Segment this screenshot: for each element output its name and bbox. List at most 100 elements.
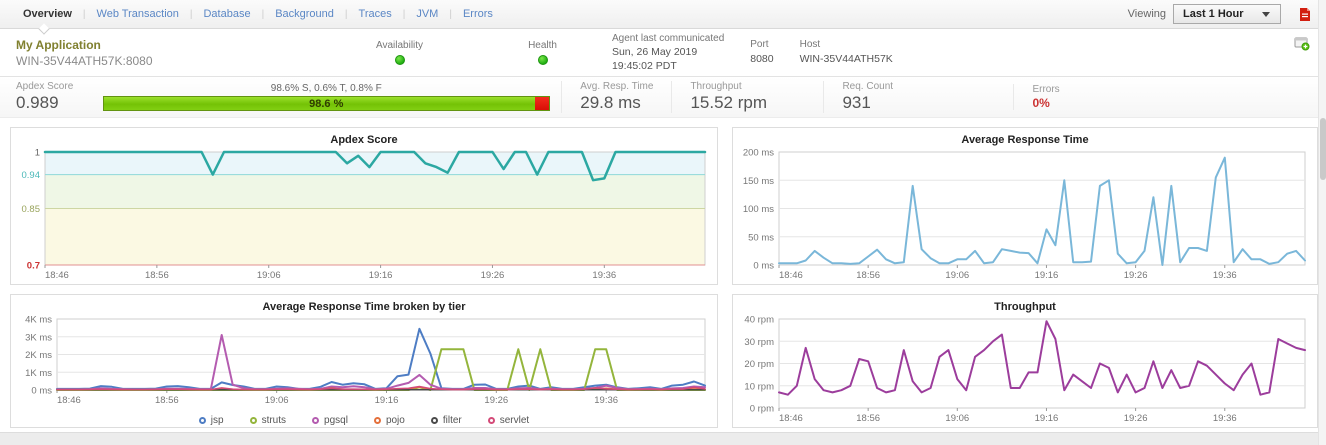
avg-response-time-chart-panel: Average Response Time 0 ms 50 ms 100 ms 150… (732, 127, 1318, 285)
legend-label: servlet (499, 414, 530, 426)
svg-text:19:06: 19:06 (257, 270, 281, 281)
req-count-value: 931 (842, 93, 871, 112)
tab-background[interactable]: Background (275, 8, 334, 20)
app-name: My Application (16, 37, 101, 52)
svg-text:19:16: 19:16 (375, 395, 399, 406)
svg-text:19:06: 19:06 (945, 413, 969, 424)
health-label: Health (528, 40, 557, 51)
svg-text:18:46: 18:46 (57, 395, 81, 406)
chart-title: Average Response Time (961, 134, 1089, 146)
svg-text:19:16: 19:16 (369, 270, 393, 281)
apdex-score-chart: 1 0.94 0.85 0.7 18:46 18:56 19:06 19:16 19:26 19:… (22, 148, 707, 281)
svg-text:18:56: 18:56 (856, 270, 880, 281)
availability-field: Availability (376, 40, 423, 65)
svg-text:1K ms: 1K ms (25, 368, 52, 379)
tab-errors[interactable]: Errors (462, 8, 493, 20)
errors-value: 0% (1032, 96, 1050, 110)
add-monitor-icon[interactable] (1294, 37, 1310, 51)
legend-ring-icon (430, 416, 438, 424)
svg-text:30 rpm: 30 rpm (744, 337, 774, 348)
tab-web-transaction[interactable]: Web Transaction (96, 8, 179, 20)
pdf-export-icon[interactable] (1298, 7, 1312, 22)
viewing-label: Viewing (1127, 8, 1166, 20)
svg-text:19:06: 19:06 (945, 270, 969, 281)
legend-item-struts[interactable]: struts (249, 414, 287, 426)
svg-text:0.94: 0.94 (22, 170, 41, 181)
throughput-chart: 0 rpm 10 rpm 20 rpm 30 rpm 40 rpm 18:46 18:56 1… (744, 315, 1306, 424)
svg-text:100 ms: 100 ms (743, 204, 774, 215)
tab-database[interactable]: Database (203, 8, 251, 20)
req-count-label: Req. Count (842, 81, 894, 92)
port-label: Port (750, 39, 769, 51)
errors-label: Errors (1032, 84, 1060, 95)
apdex-bar-fail-segment (535, 97, 549, 110)
legend-item-filter[interactable]: filter (430, 415, 462, 426)
legend-ring-icon (198, 416, 206, 424)
svg-text:19:26: 19:26 (481, 270, 505, 281)
agent-label: Agent last communicated (611, 32, 725, 44)
agent-communicated-block: Agent last communicated Sun, 26 May 2019… (612, 32, 724, 74)
app-instance: WIN-35V44ATH57K:8080 (16, 53, 153, 68)
apdex-score-label: Apdex Score (16, 81, 74, 92)
svg-text:19:36: 19:36 (1213, 413, 1237, 424)
legend-item-pojo[interactable]: pojo (373, 414, 405, 426)
chart-title: Apdex Score (330, 134, 398, 146)
vertical-scrollbar (1318, 0, 1326, 445)
apdex-score-metric: Apdex Score 0.989 (16, 81, 91, 113)
svg-text:0 rpm: 0 rpm (750, 404, 774, 415)
time-range-select[interactable]: Last 1 Hour (1173, 4, 1281, 24)
tab-traces[interactable]: Traces (358, 8, 392, 20)
scrollbar-thumb[interactable] (1320, 118, 1326, 180)
response-time-by-tier-chart: 0 ms 1K ms 2K ms 3K ms 4K ms 18:46 18:56 19:06 1… (25, 315, 706, 406)
svg-text:18:46: 18:46 (779, 270, 803, 281)
legend-label: jsp (210, 414, 224, 426)
svg-text:18:46: 18:46 (779, 413, 803, 424)
legend-item-pgsql[interactable]: pgsql (312, 415, 348, 426)
host-value: WIN-35V44ATH57K (799, 53, 893, 66)
svg-text:20 rpm: 20 rpm (744, 359, 774, 370)
svg-text:19:26: 19:26 (484, 395, 508, 406)
availability-status-dot (394, 55, 405, 65)
svg-text:18:46: 18:46 (45, 270, 69, 281)
svg-text:150 ms: 150 ms (743, 176, 774, 187)
req-count-metric: Req. Count 931 (823, 81, 1013, 113)
availability-label: Availability (376, 40, 424, 51)
tier-chart-legend: jsp struts pgsql pojo filter servlet (11, 411, 717, 429)
tab-separator: | (261, 8, 265, 20)
app-info-row: My Application WIN-35V44ATH57K:8080 Avai… (0, 29, 1326, 77)
svg-text:40 rpm: 40 rpm (744, 315, 774, 326)
svg-text:19:16: 19:16 (1035, 270, 1059, 281)
health-status-dot (537, 55, 548, 65)
legend-label: struts (261, 414, 287, 426)
legend-item-servlet[interactable]: servlet (487, 414, 530, 426)
throughput-metric: Throughput 15.52 rpm (671, 81, 823, 113)
time-range-value: Last 1 Hour (1183, 8, 1244, 20)
agent-date: Sun, 26 May 2019 (611, 46, 698, 59)
tab-separator: | (344, 8, 348, 20)
avg-resp-time-label: Avg. Resp. Time (580, 81, 654, 92)
svg-text:19:26: 19:26 (1124, 270, 1148, 281)
svg-text:19:16: 19:16 (1035, 413, 1059, 424)
svg-text:18:56: 18:56 (856, 413, 880, 424)
legend-item-jsp[interactable]: jsp (198, 414, 224, 426)
svg-text:10 rpm: 10 rpm (744, 381, 774, 392)
avg-resp-time-value: 29.8 ms (580, 93, 641, 112)
svg-text:0.7: 0.7 (27, 261, 40, 272)
tab-overview[interactable]: Overview (23, 8, 72, 20)
apdex-progress-bar: 98.6 % (102, 96, 550, 111)
svg-text:18:56: 18:56 (145, 270, 169, 281)
bottom-strip (0, 432, 1318, 445)
tab-separator: | (402, 8, 406, 20)
charts-grid: Apdex Score 1 0.94 0.85 0.7 18:46 18:56 19:06 1… (0, 118, 1326, 428)
svg-text:0 ms: 0 ms (31, 386, 52, 397)
svg-text:1: 1 (35, 148, 40, 159)
apdex-distribution-cell: 98.6% S, 0.6% T, 0.8% F 98.6 % (91, 83, 561, 111)
legend-ring-icon (249, 416, 257, 424)
errors-metric: Errors 0% (1013, 84, 1077, 110)
svg-text:50 ms: 50 ms (748, 232, 774, 243)
svg-text:19:06: 19:06 (265, 395, 289, 406)
tab-jvm[interactable]: JVM (416, 8, 439, 20)
svg-text:19:36: 19:36 (594, 395, 618, 406)
port-field: Port 8080 (750, 37, 773, 68)
legend-label: pojo (385, 414, 405, 426)
